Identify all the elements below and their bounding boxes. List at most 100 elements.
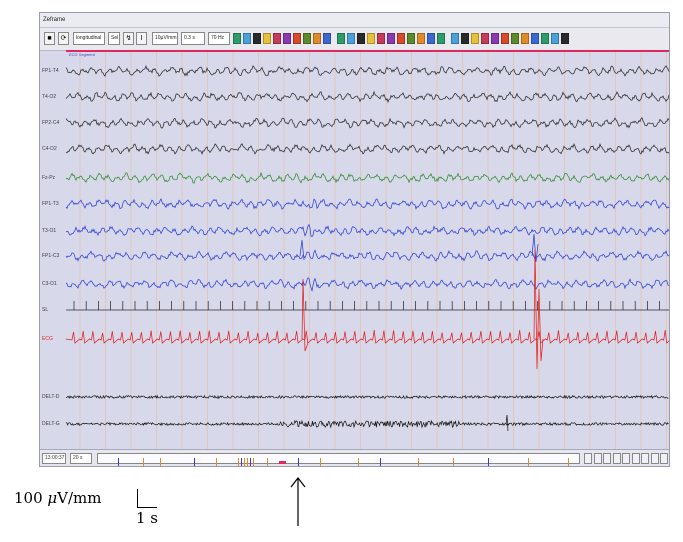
channel-trace — [65, 171, 669, 184]
timeline-event — [216, 458, 217, 466]
toolbar-tool-icon[interactable] — [303, 33, 311, 44]
toolbar-tool-icon[interactable] — [461, 33, 469, 44]
cursor-icon[interactable]: ↯ — [123, 32, 134, 45]
timeline-event — [528, 458, 529, 466]
channel-label[interactable]: C3-O1 — [42, 281, 57, 287]
toolbar-tool-icon[interactable] — [387, 33, 395, 44]
segment-marker-line — [66, 50, 669, 52]
toolbar-tool-icon[interactable] — [263, 33, 271, 44]
toolbar-tool-icon[interactable] — [451, 33, 459, 44]
timeline-event — [358, 458, 359, 466]
channel-label[interactable]: T3-O1 — [42, 228, 57, 234]
channel-label[interactable]: FP1-T3 — [42, 201, 59, 207]
time-field[interactable]: 13:00:37 — [42, 453, 66, 464]
print-icon[interactable]: ■ — [44, 32, 55, 45]
timeline-event — [380, 458, 381, 466]
channel-label[interactable]: SL — [42, 307, 49, 313]
page-duration-select[interactable]: 20 s — [70, 453, 92, 464]
channel-label[interactable]: T4-O2 — [42, 94, 57, 100]
toolbar-tool-icon[interactable] — [397, 33, 405, 44]
timeline-event — [488, 458, 489, 466]
navigation-button-icon[interactable] — [660, 453, 668, 464]
time-scale-label: 1 s — [136, 509, 159, 527]
channel-label[interactable]: FP1-C3 — [42, 253, 60, 259]
recording-timeline[interactable] — [97, 453, 580, 466]
toolbar-tool-icon[interactable] — [357, 33, 365, 44]
navigation-button-icon[interactable] — [641, 453, 649, 464]
channel-label[interactable]: DELT-G — [42, 421, 60, 427]
toolbar-tool-icon[interactable] — [551, 33, 559, 44]
channel-label[interactable]: ECG — [42, 336, 53, 342]
sensitivity-select[interactable]: 10µV/mm — [152, 32, 178, 45]
channel-trace — [65, 248, 669, 370]
channel-label[interactable]: FP1-T4 — [42, 68, 59, 74]
time-scale-bar — [137, 507, 157, 508]
navigation-button-icon[interactable] — [631, 453, 640, 464]
channel-label[interactable]: C4-O2 — [42, 146, 57, 152]
navigation-button-icon[interactable] — [593, 453, 602, 464]
channel-label[interactable]: FP2-C4 — [42, 120, 60, 126]
toolbar-tool-icon[interactable] — [501, 33, 509, 44]
toolbar-tool-icon[interactable] — [511, 33, 519, 44]
channel-label[interactable]: DELT-D — [42, 394, 60, 400]
toolbar-tool-icon[interactable] — [437, 33, 445, 44]
refresh-icon[interactable]: ⟳ — [58, 32, 69, 45]
trace-area[interactable]: FP1-T4 T4-O2 FP2-C4 C4-O2 Fz-Pz FP1-T3 T3-O1 FP… — [40, 52, 669, 449]
toolbar-tool-icon[interactable] — [253, 33, 261, 44]
navigation-button-icon[interactable] — [584, 453, 592, 464]
caliper-icon[interactable]: I — [136, 32, 147, 45]
toolbar-tool-icon[interactable] — [233, 33, 241, 44]
toolbar-tool-icon[interactable] — [323, 33, 331, 44]
timebase-select[interactable]: 0.3 s — [181, 32, 205, 45]
toolbar-tool-icon[interactable] — [273, 33, 281, 44]
toolbar-tool-icon[interactable] — [407, 33, 415, 44]
channel-trace — [65, 90, 669, 104]
timeline-event — [267, 458, 268, 466]
filter-select[interactable]: Sel — [108, 32, 120, 45]
toolbar-tool-icon[interactable] — [347, 33, 355, 44]
toolbar-tool-icon[interactable] — [541, 33, 549, 44]
timeline-event — [250, 458, 251, 466]
channel-trace — [65, 394, 669, 400]
channel-label[interactable]: Fz-Pz — [42, 175, 56, 181]
eeg-traces[interactable] — [40, 52, 669, 449]
timeline-event — [568, 458, 569, 466]
toolbar-tool-icon[interactable] — [427, 33, 435, 44]
toolbar-tool-icon[interactable] — [293, 33, 301, 44]
timeline-event — [160, 458, 161, 466]
eeg-viewer-window: Zeframe ■ ⟳ longitudinal Sel ↯ I 10µV/mm… — [39, 12, 670, 467]
timeline-event — [241, 458, 242, 466]
toolbar-tool-icon[interactable] — [367, 33, 375, 44]
toolbar-tool-icon[interactable] — [377, 33, 385, 44]
window-title: Zeframe — [40, 13, 669, 28]
scale-unit: V/mm — [57, 489, 102, 507]
toolbar-tool-icon[interactable] — [471, 33, 479, 44]
toolbar-tool-icon[interactable] — [491, 33, 499, 44]
navigation-button-icon[interactable] — [603, 453, 611, 464]
toolbar-tool-icon[interactable] — [561, 33, 569, 44]
channel-trace — [65, 117, 669, 129]
toolbar-tool-icon[interactable] — [313, 33, 321, 44]
navigation-button-icon[interactable] — [622, 453, 630, 464]
segment-marker-label: ECG Segment — [69, 52, 95, 57]
toolbar-tool-icon[interactable] — [243, 33, 251, 44]
timeline-event — [253, 458, 254, 466]
toolbar-tool-icon[interactable] — [337, 33, 345, 44]
timeline-event — [238, 458, 239, 466]
timeline-event — [320, 458, 321, 466]
timeline-cursor — [279, 461, 286, 464]
amplitude-scale-bar — [137, 489, 138, 508]
navigation-button-icon[interactable] — [650, 453, 659, 464]
status-bar: 13:00:37 20 s — [40, 449, 669, 466]
timeline-event — [143, 458, 144, 466]
channel-trace — [65, 223, 669, 238]
toolbar-tool-icon[interactable] — [531, 33, 539, 44]
montage-select[interactable]: longitudinal — [73, 32, 105, 45]
highpass-select[interactable]: 70 Hz — [208, 32, 230, 45]
navigation-button-icon[interactable] — [612, 453, 621, 464]
toolbar-tool-icon[interactable] — [481, 33, 489, 44]
toolbar-tool-icon[interactable] — [521, 33, 529, 44]
toolbar-tool-icon[interactable] — [417, 33, 425, 44]
timeline-event — [247, 458, 248, 466]
toolbar-tool-icon[interactable] — [283, 33, 291, 44]
